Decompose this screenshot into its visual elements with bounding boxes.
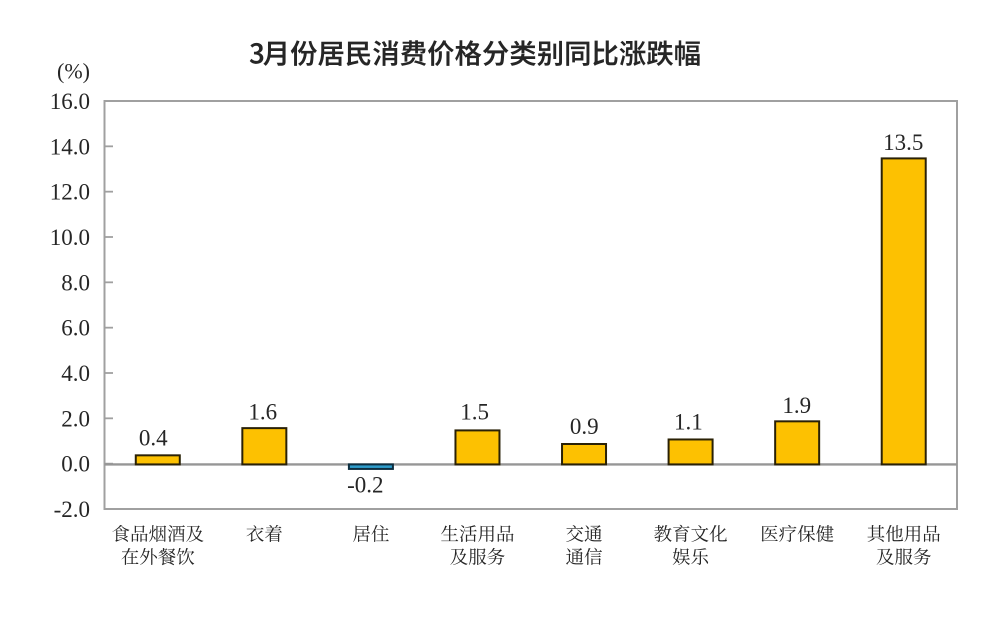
svg-text:(%): (%) xyxy=(57,59,90,84)
svg-text:8.0: 8.0 xyxy=(61,270,90,295)
svg-text:16.0: 16.0 xyxy=(50,89,90,114)
svg-text:-2.0: -2.0 xyxy=(54,497,90,522)
svg-text:13.5: 13.5 xyxy=(883,130,923,155)
svg-text:4.0: 4.0 xyxy=(61,361,90,386)
svg-text:12.0: 12.0 xyxy=(50,180,90,205)
svg-text:10.0: 10.0 xyxy=(50,225,90,250)
svg-text:1.9: 1.9 xyxy=(782,393,811,418)
svg-text:0.4: 0.4 xyxy=(139,425,168,450)
svg-text:1.5: 1.5 xyxy=(460,399,489,424)
svg-text:1.6: 1.6 xyxy=(248,400,277,425)
svg-text:6.0: 6.0 xyxy=(61,316,90,341)
svg-text:-0.2: -0.2 xyxy=(347,473,383,498)
svg-text:0.9: 0.9 xyxy=(570,414,599,439)
svg-text:2.0: 2.0 xyxy=(61,406,90,431)
svg-text:1.1: 1.1 xyxy=(674,410,703,435)
svg-text:0.0: 0.0 xyxy=(61,452,90,477)
svg-text:14.0: 14.0 xyxy=(50,134,90,159)
